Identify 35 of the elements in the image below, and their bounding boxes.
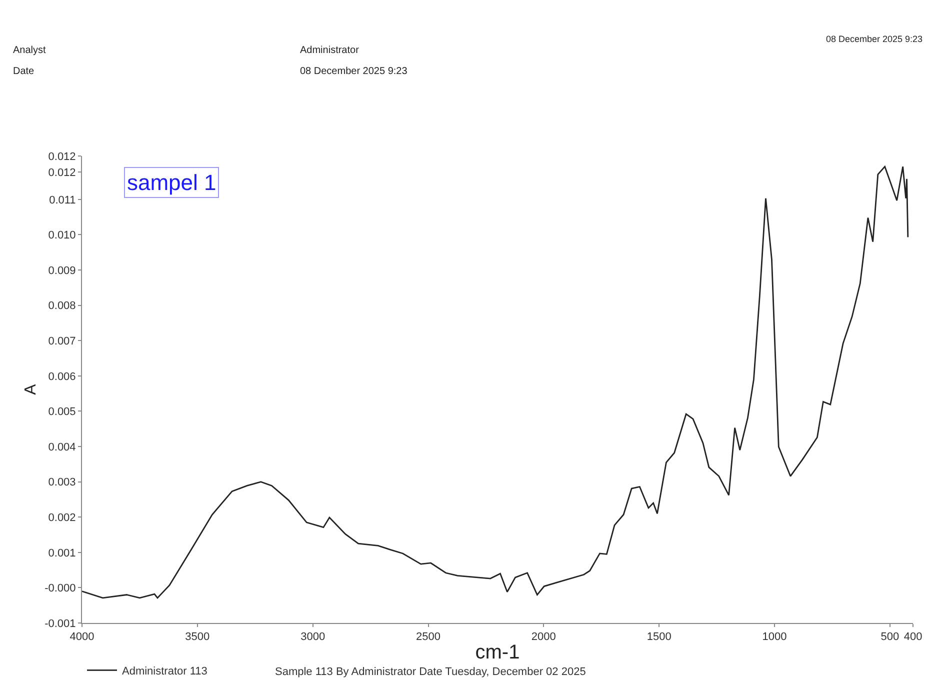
y-tick-label: 0.012 <box>48 150 76 163</box>
y-tick-label: 0.011 <box>49 194 76 206</box>
text: 08 December 2025 9:23 <box>826 34 923 44</box>
x-tick-label: 1000 <box>762 631 787 644</box>
x-tick-label: 1500 <box>646 631 672 644</box>
x-tick-label: 3500 <box>185 631 210 644</box>
text: Sample 113 By Administrator Date Tuesday, December 02 2025 <box>275 666 586 678</box>
y-tick-label: -0.000 <box>44 582 76 595</box>
text: Administrator <box>300 45 360 56</box>
text: Date <box>13 66 35 77</box>
x-tick-label: 3000 <box>300 631 326 644</box>
x-tick-label: 400 <box>904 631 922 644</box>
x-tick-label: 2500 <box>416 631 440 644</box>
line-series <box>82 166 909 599</box>
y-tick-label: 0.004 <box>48 441 76 454</box>
y-tick-label: -0.001 <box>44 618 76 630</box>
y-tick-label: 0.012 <box>48 167 76 180</box>
y-axis-title: A <box>22 384 40 395</box>
legend-label: Administrator 113 <box>122 665 208 678</box>
y-tick-label: 0.008 <box>48 300 76 312</box>
text: 08 December 2025 9:23 <box>300 66 408 77</box>
text: Analyst <box>13 45 46 56</box>
y-tick-label: 0.005 <box>48 406 76 418</box>
y-tick-label: 0.006 <box>48 370 76 383</box>
x-tick-label: 4000 <box>70 631 94 644</box>
y-tick-label: 0.003 <box>48 476 76 489</box>
y-tick-label: 0.007 <box>48 335 76 348</box>
x-tick-label: 500 <box>880 631 900 644</box>
x-axis-title: cm-1 <box>475 642 520 664</box>
y-tick-label: 0.009 <box>48 264 76 277</box>
y-tick-label: 0.001 <box>48 547 76 560</box>
x-tick-label: 2000 <box>531 631 556 644</box>
y-tick-label: 0.010 <box>48 230 76 242</box>
y-tick-label: 0.002 <box>48 512 76 524</box>
annotation: sampel 1 <box>127 170 216 195</box>
